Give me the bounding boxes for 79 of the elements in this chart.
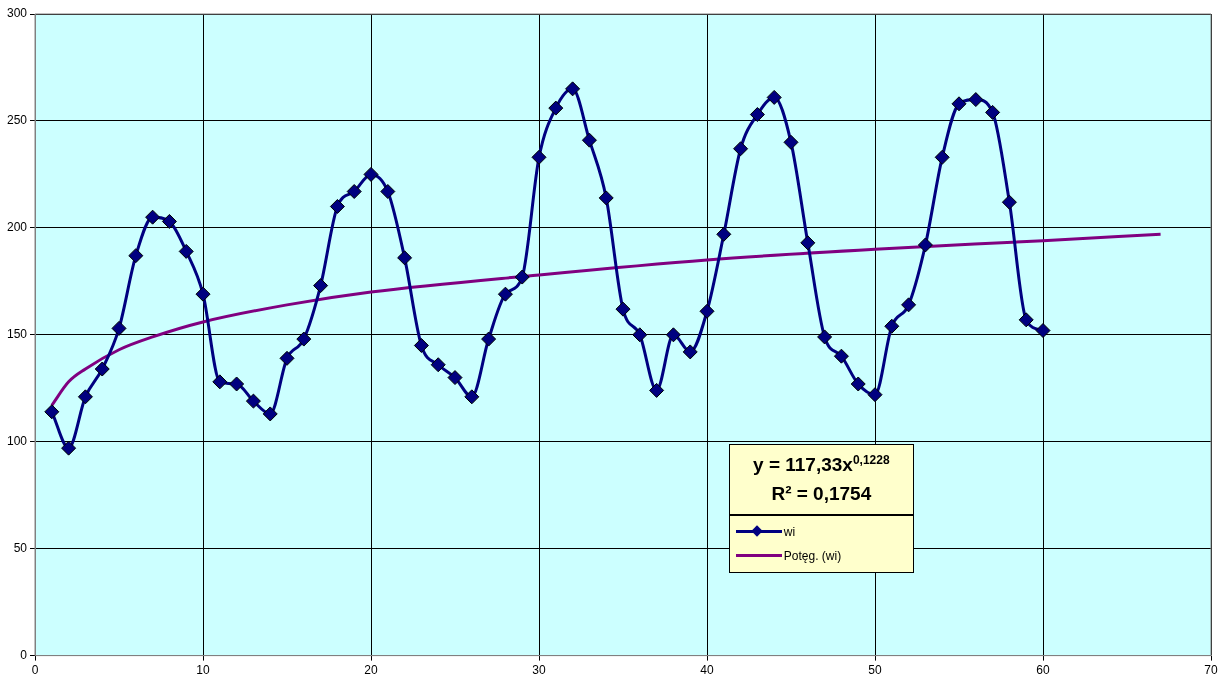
x-tick-label: 60	[1036, 663, 1050, 678]
y-tick-label: 50	[13, 540, 28, 555]
x-tick-label: 0	[31, 663, 39, 678]
point	[783, 134, 799, 150]
point	[800, 235, 816, 251]
y-tick-label: 250	[6, 113, 28, 128]
point	[917, 237, 933, 253]
point	[766, 89, 782, 105]
point	[245, 393, 261, 409]
point	[884, 318, 900, 334]
y-tick-label: 150	[6, 327, 28, 342]
point	[632, 327, 648, 343]
point	[716, 226, 732, 242]
y-tick-label: 100	[6, 434, 28, 449]
point	[363, 166, 379, 182]
point	[279, 350, 295, 366]
point	[565, 81, 581, 97]
point	[548, 100, 564, 116]
point	[329, 198, 345, 214]
point	[598, 190, 614, 206]
point	[665, 327, 681, 343]
point	[1018, 312, 1034, 328]
point	[346, 184, 362, 200]
point	[413, 337, 429, 353]
legend-label: wi	[783, 525, 796, 540]
point	[682, 344, 698, 360]
point	[296, 331, 312, 347]
x-tick-label: 70	[1204, 663, 1218, 678]
point	[464, 389, 480, 405]
point	[514, 269, 530, 285]
point	[833, 348, 849, 364]
point	[531, 149, 547, 165]
point	[447, 370, 463, 386]
point	[145, 209, 161, 225]
point	[1001, 194, 1017, 210]
point	[397, 250, 413, 266]
point	[817, 329, 833, 345]
point	[262, 406, 278, 422]
point	[951, 96, 967, 112]
x-tick-label: 40	[700, 663, 714, 678]
point	[968, 92, 984, 108]
point	[380, 184, 396, 200]
point	[749, 107, 765, 123]
x-tick-label: 50	[868, 663, 882, 678]
y-tick-label: 200	[6, 220, 28, 235]
point	[615, 301, 631, 317]
annotation: y = 117,33x$^{0,1228}$	[752, 451, 891, 478]
legend-label: Potęg. (wi)	[783, 549, 842, 564]
point	[985, 104, 1001, 120]
x-tick-label: 20	[364, 663, 379, 678]
point	[212, 374, 228, 390]
point	[195, 286, 211, 302]
point	[497, 286, 513, 302]
point	[128, 248, 144, 264]
x-tick-label: 10	[196, 663, 211, 678]
point	[481, 331, 497, 347]
annotation: R² = 0,1754	[770, 481, 873, 506]
point	[867, 387, 883, 403]
point	[229, 376, 245, 392]
x-tick-label: 30	[532, 663, 547, 678]
point	[61, 440, 77, 456]
y-tick-label: 300	[6, 6, 28, 21]
point	[313, 278, 329, 294]
point	[581, 132, 597, 148]
point	[649, 382, 665, 398]
point	[699, 303, 715, 319]
point	[901, 297, 917, 313]
point	[934, 149, 950, 165]
point	[850, 376, 866, 392]
y-tick-label: 0	[20, 647, 28, 662]
point	[94, 361, 110, 377]
point	[111, 320, 127, 336]
point	[44, 404, 60, 420]
point	[1035, 323, 1051, 339]
point	[161, 213, 177, 229]
point	[430, 357, 446, 373]
point	[733, 141, 749, 157]
point	[178, 243, 194, 259]
point	[77, 389, 93, 405]
